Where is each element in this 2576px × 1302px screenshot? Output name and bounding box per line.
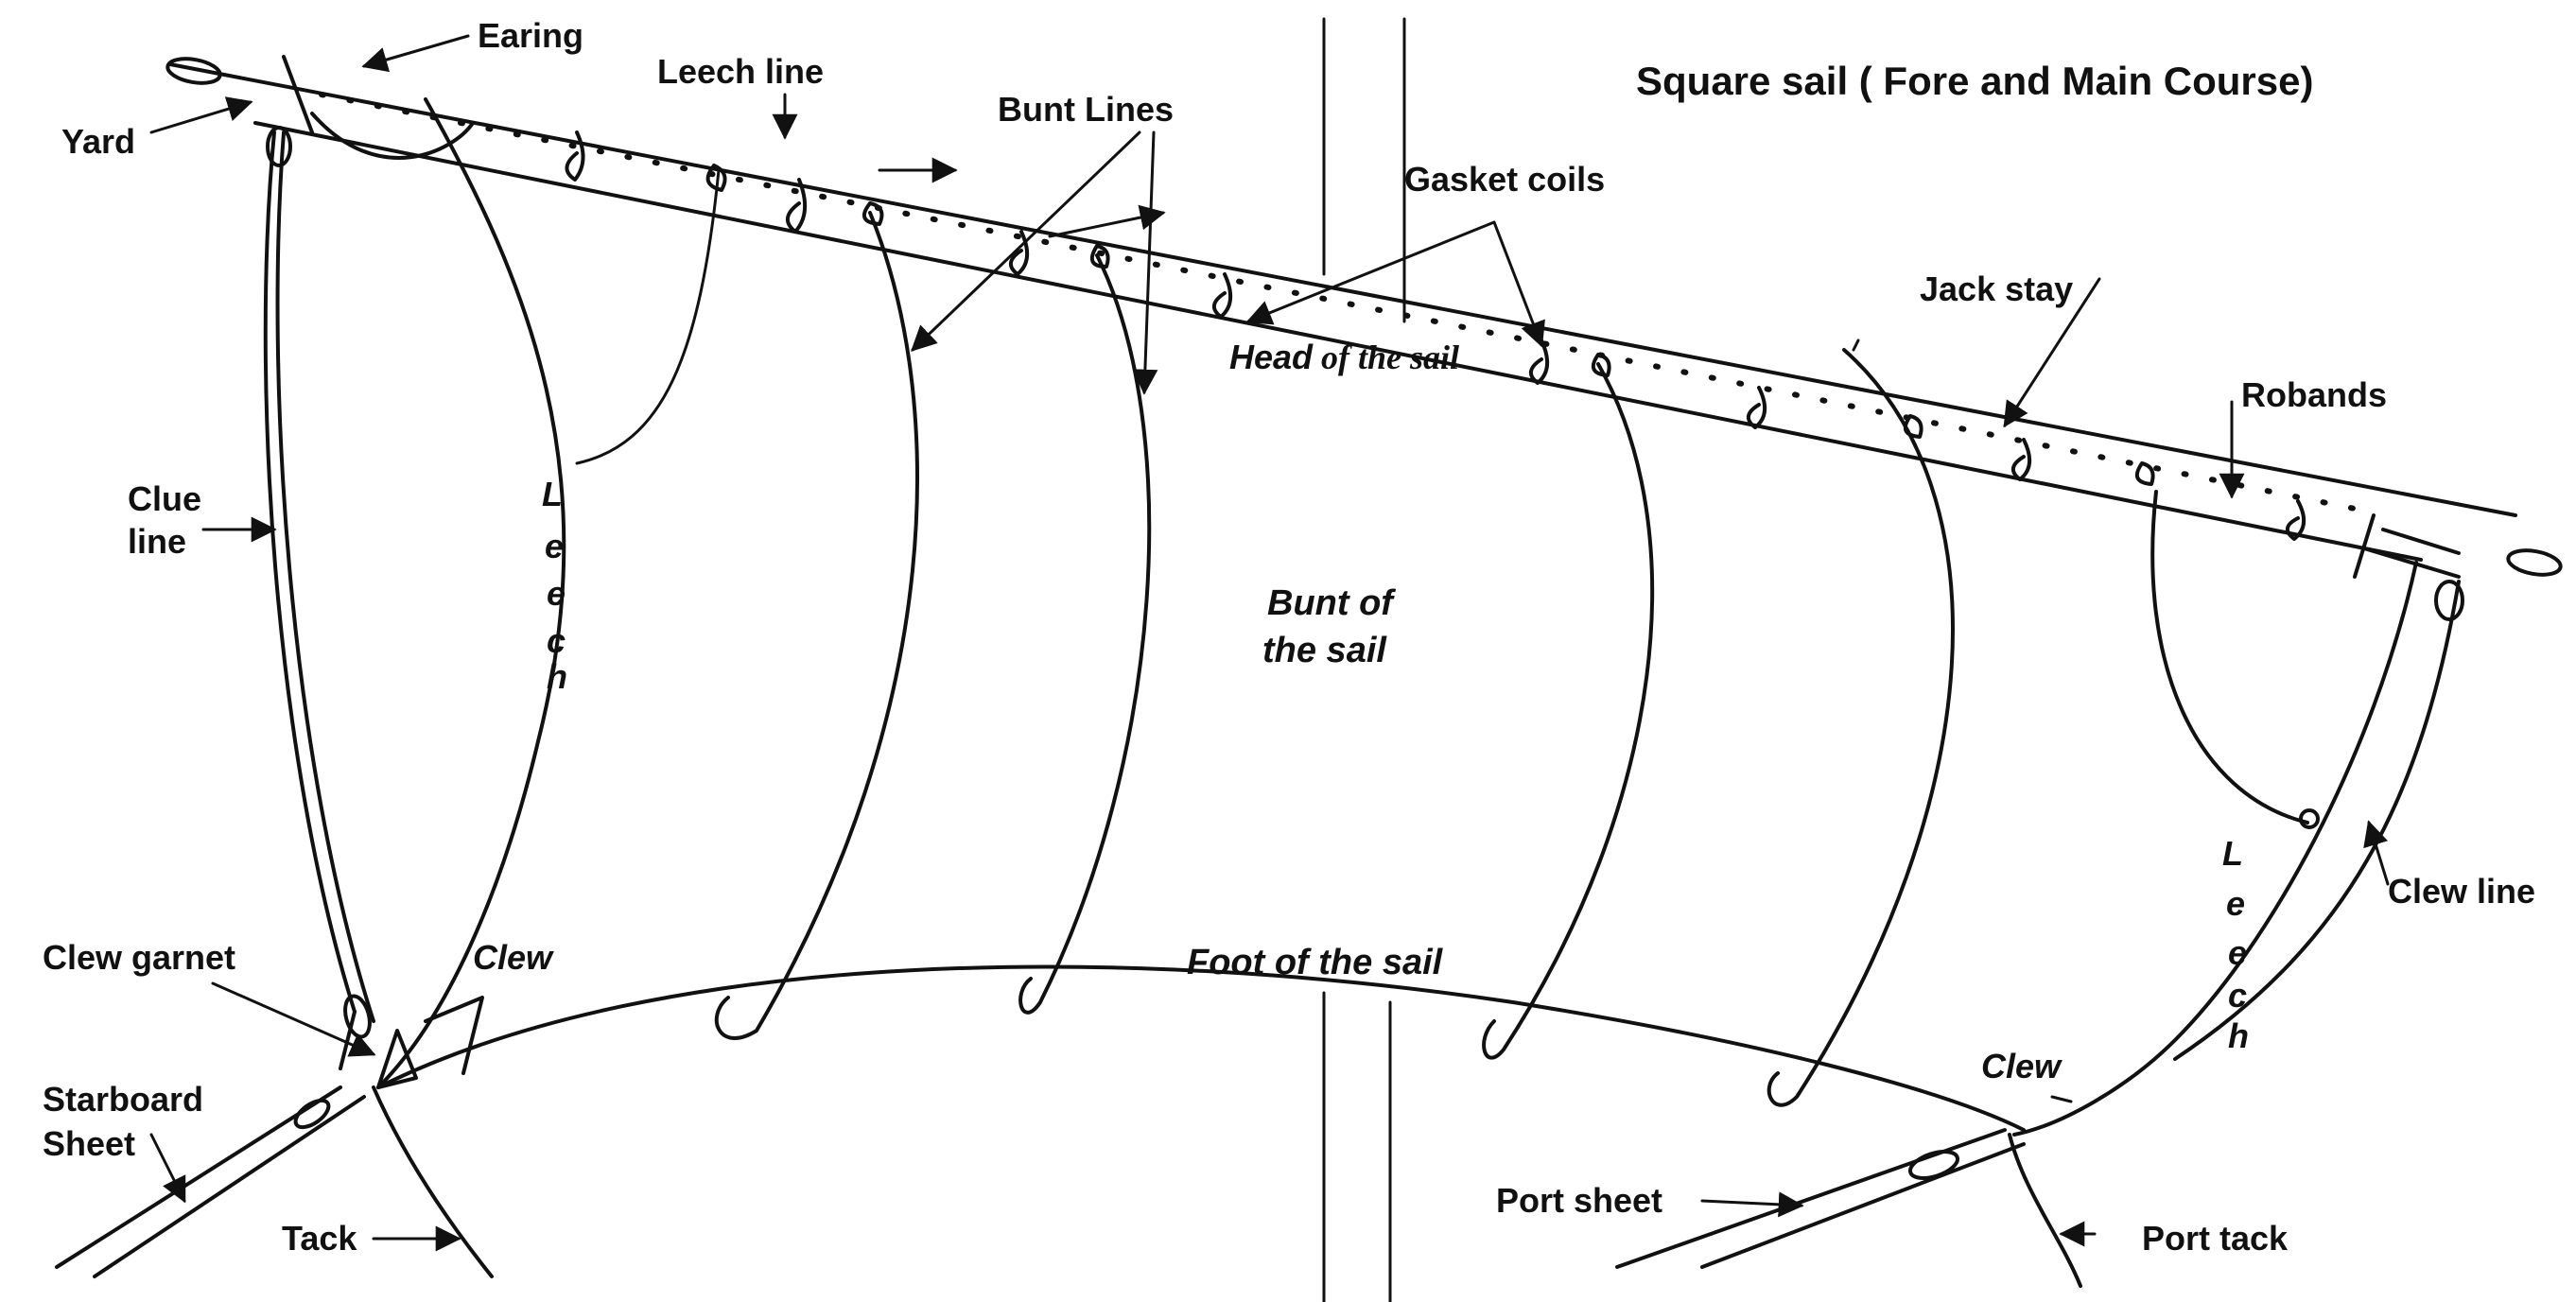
label-yard: Yard xyxy=(61,122,135,161)
clue-line-left xyxy=(263,126,375,1039)
label-robands: Robands xyxy=(2241,375,2387,414)
leech-left xyxy=(310,97,566,1089)
label-bunt-lines: Bunt Lines xyxy=(998,90,1174,129)
leech-right xyxy=(2012,490,2464,1137)
label-clew-garnet: Clew garnet xyxy=(43,938,235,977)
svg-text:L: L xyxy=(2222,834,2243,873)
svg-text:e: e xyxy=(547,574,566,613)
leader-arrows xyxy=(149,34,2390,1252)
label-bunt-2: the sail xyxy=(1262,631,1387,670)
label-clew-line: Clew line xyxy=(2388,872,2535,911)
label-clue-line-2: line xyxy=(128,522,186,561)
port-tack xyxy=(2008,1133,2082,1288)
label-jack-stay: Jack stay xyxy=(1920,269,2073,308)
diagram-title: Square sail ( Fore and Main Course) xyxy=(1636,59,2313,103)
label-clew-right: Clew xyxy=(1981,1047,2063,1085)
sail-foot xyxy=(376,964,2026,1132)
label-starboard-1: Starboard xyxy=(43,1080,203,1119)
label-tack: Tack xyxy=(282,1219,357,1258)
label-foot-of-sail: Foot of the sail xyxy=(1187,943,1444,982)
label-clue-line-1: Clue xyxy=(128,479,201,518)
label-head-of-sail: Head of the sail xyxy=(1229,338,1459,376)
starboard-sheet xyxy=(55,1085,366,1278)
label-clew-left: Clew xyxy=(473,938,554,977)
label-port-sheet: Port sheet xyxy=(1496,1181,1662,1220)
leech-line xyxy=(575,168,721,465)
yard-spar xyxy=(165,55,2563,579)
label-starboard-2: Sheet xyxy=(43,1124,135,1163)
svg-text:e: e xyxy=(545,527,564,565)
svg-text:L: L xyxy=(542,475,563,513)
label-port-tack: Port tack xyxy=(2142,1219,2289,1258)
clew-left xyxy=(339,996,484,1089)
svg-text:e: e xyxy=(2228,933,2247,972)
label-leech-left: L e e c h xyxy=(542,475,567,696)
svg-text:c: c xyxy=(2228,976,2247,1015)
label-leech-right: L e e c h xyxy=(2222,834,2249,1055)
mast xyxy=(1322,17,1406,1302)
label-earing: Earing xyxy=(478,16,583,55)
svg-text:h: h xyxy=(547,657,567,696)
label-gasket-coils: Gasket coils xyxy=(1404,160,1605,199)
svg-text:h: h xyxy=(2228,1016,2249,1055)
label-leech-line: Leech line xyxy=(657,52,824,91)
svg-text:e: e xyxy=(2226,884,2245,923)
tack-left xyxy=(372,1085,494,1278)
svg-text:c: c xyxy=(547,621,566,660)
label-bunt-1: Bunt of xyxy=(1267,583,1396,623)
port-sheet xyxy=(1615,1128,2026,1269)
